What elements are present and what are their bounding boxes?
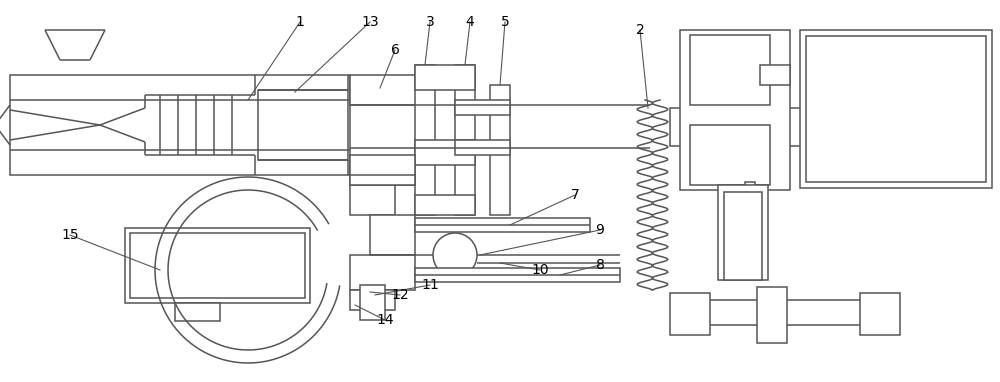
Bar [740,185,760,250]
Bar [757,287,787,343]
Bar [800,30,992,188]
Bar [10,75,350,175]
Bar [490,85,510,215]
Bar [130,233,305,298]
Bar [415,268,620,282]
Bar [455,100,510,115]
Text: 10: 10 [531,263,549,277]
Bar [690,125,770,185]
Text: 7: 7 [571,188,579,202]
Bar [350,155,415,185]
Text: 4: 4 [466,15,474,29]
Bar [350,290,395,310]
Text: 1: 1 [296,15,304,29]
Bar [258,90,348,160]
Bar [860,293,900,335]
Text: 2: 2 [636,23,644,37]
Bar [415,218,590,232]
Bar [350,175,415,185]
Text: 8: 8 [596,258,604,272]
Text: 9: 9 [596,223,604,237]
Bar [680,30,790,190]
Text: 15: 15 [61,228,79,242]
Text: 13: 13 [361,15,379,29]
Bar [718,185,768,280]
Bar [806,36,986,182]
Bar [350,185,395,215]
Text: 3: 3 [426,15,434,29]
Text: 11: 11 [421,278,439,292]
Bar [760,65,790,85]
Bar [415,65,435,215]
Bar [724,192,762,280]
Bar [350,75,420,105]
Bar [745,182,755,252]
Bar [125,228,310,303]
Bar [415,140,475,165]
Bar [350,255,415,290]
Bar [415,65,475,90]
Text: 5: 5 [501,15,509,29]
Bar [455,65,475,215]
Bar [670,293,710,335]
Bar [360,285,385,320]
Text: 6: 6 [391,43,399,57]
Bar [680,300,870,325]
Text: 12: 12 [391,288,409,302]
Bar [690,35,770,105]
Bar [670,108,870,146]
Bar [415,195,475,215]
Bar [175,303,220,321]
Bar [370,215,415,255]
Bar [455,140,510,155]
Text: 14: 14 [376,313,394,327]
